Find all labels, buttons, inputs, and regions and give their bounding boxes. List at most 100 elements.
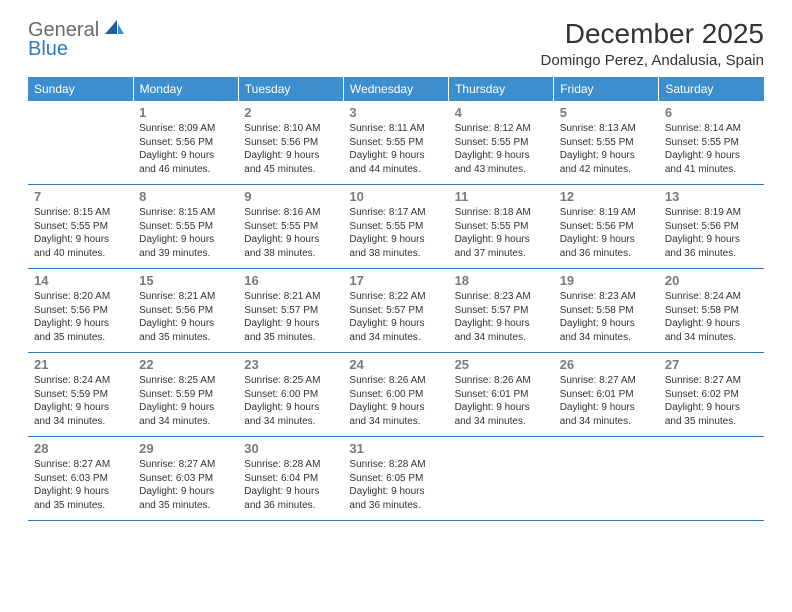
cell-line-d2: and 36 minutes.: [349, 499, 442, 513]
cell-line-d2: and 34 minutes.: [349, 331, 442, 345]
calendar-cell: 2Sunrise: 8:10 AMSunset: 5:56 PMDaylight…: [238, 101, 343, 185]
calendar-week-row: 28Sunrise: 8:27 AMSunset: 6:03 PMDayligh…: [28, 437, 764, 521]
cell-line-d1: Daylight: 9 hours: [455, 317, 548, 331]
cell-line-ss: Sunset: 6:03 PM: [34, 472, 127, 486]
day-number: 8: [139, 189, 232, 204]
cell-line-sr: Sunrise: 8:23 AM: [455, 290, 548, 304]
cell-line-d2: and 34 minutes.: [560, 415, 653, 429]
cell-line-ss: Sunset: 5:55 PM: [34, 220, 127, 234]
cell-line-sr: Sunrise: 8:12 AM: [455, 122, 548, 136]
cell-line-d2: and 42 minutes.: [560, 163, 653, 177]
cell-line-sr: Sunrise: 8:15 AM: [139, 206, 232, 220]
calendar-cell: 15Sunrise: 8:21 AMSunset: 5:56 PMDayligh…: [133, 269, 238, 353]
cell-line-d1: Daylight: 9 hours: [244, 149, 337, 163]
cell-line-ss: Sunset: 6:04 PM: [244, 472, 337, 486]
calendar-cell: 16Sunrise: 8:21 AMSunset: 5:57 PMDayligh…: [238, 269, 343, 353]
cell-line-sr: Sunrise: 8:17 AM: [349, 206, 442, 220]
cell-line-d2: and 35 minutes.: [139, 499, 232, 513]
cell-line-sr: Sunrise: 8:13 AM: [560, 122, 653, 136]
cell-line-ss: Sunset: 5:57 PM: [244, 304, 337, 318]
day-number: 20: [665, 273, 758, 288]
calendar-cell: 7 Sunrise: 8:15 AMSunset: 5:55 PMDaylight…: [28, 185, 133, 269]
cell-line-d1: Daylight: 9 hours: [139, 317, 232, 331]
logo-sail-icon: [103, 18, 125, 43]
calendar-cell: 26Sunrise: 8:27 AMSunset: 6:01 PMDayligh…: [554, 353, 659, 437]
cell-line-ss: Sunset: 5:59 PM: [34, 388, 127, 402]
cell-line-sr: Sunrise: 8:09 AM: [139, 122, 232, 136]
weekday-header: Friday: [554, 77, 659, 101]
cell-line-d2: and 34 minutes.: [34, 415, 127, 429]
calendar-cell: 20Sunrise: 8:24 AMSunset: 5:58 PMDayligh…: [659, 269, 764, 353]
cell-line-sr: Sunrise: 8:25 AM: [139, 374, 232, 388]
calendar-week-row: 21Sunrise: 8:24 AMSunset: 5:59 PMDayligh…: [28, 353, 764, 437]
cell-line-ss: Sunset: 6:01 PM: [455, 388, 548, 402]
cell-line-d2: and 36 minutes.: [244, 499, 337, 513]
header: General December 2025 Domingo Perez, And…: [28, 18, 764, 69]
cell-line-ss: Sunset: 5:59 PM: [139, 388, 232, 402]
cell-line-d2: and 36 minutes.: [560, 247, 653, 261]
cell-line-ss: Sunset: 5:55 PM: [455, 220, 548, 234]
calendar-cell: 17Sunrise: 8:22 AMSunset: 5:57 PMDayligh…: [343, 269, 448, 353]
cell-line-d2: and 35 minutes.: [34, 499, 127, 513]
calendar-cell: 24Sunrise: 8:26 AMSunset: 6:00 PMDayligh…: [343, 353, 448, 437]
cell-line-sr: Sunrise: 8:23 AM: [560, 290, 653, 304]
cell-line-d2: and 34 minutes.: [455, 331, 548, 345]
calendar-cell: 30Sunrise: 8:28 AMSunset: 6:04 PMDayligh…: [238, 437, 343, 521]
day-number: 19: [560, 273, 653, 288]
calendar-cell: 1Sunrise: 8:09 AMSunset: 5:56 PMDaylight…: [133, 101, 238, 185]
cell-line-d2: and 35 minutes.: [244, 331, 337, 345]
cell-line-ss: Sunset: 6:00 PM: [244, 388, 337, 402]
cell-line-d2: and 46 minutes.: [139, 163, 232, 177]
cell-line-ss: Sunset: 5:55 PM: [665, 136, 758, 150]
calendar-cell: 10Sunrise: 8:17 AMSunset: 5:55 PMDayligh…: [343, 185, 448, 269]
weekday-header: Wednesday: [343, 77, 448, 101]
cell-line-ss: Sunset: 5:58 PM: [560, 304, 653, 318]
day-number: 18: [455, 273, 548, 288]
cell-line-d1: Daylight: 9 hours: [139, 233, 232, 247]
cell-line-ss: Sunset: 5:56 PM: [560, 220, 653, 234]
cell-line-ss: Sunset: 5:58 PM: [665, 304, 758, 318]
cell-line-d1: Daylight: 9 hours: [244, 401, 337, 415]
cell-line-ss: Sunset: 6:02 PM: [665, 388, 758, 402]
location-line: Domingo Perez, Andalusia, Spain: [541, 52, 764, 69]
cell-line-d2: and 39 minutes.: [139, 247, 232, 261]
day-number: 11: [455, 189, 548, 204]
cell-line-sr: Sunrise: 8:24 AM: [665, 290, 758, 304]
calendar-cell: 31Sunrise: 8:28 AMSunset: 6:05 PMDayligh…: [343, 437, 448, 521]
cell-line-d1: Daylight: 9 hours: [34, 233, 127, 247]
day-number: 3: [349, 105, 442, 120]
cell-line-d1: Daylight: 9 hours: [455, 233, 548, 247]
calendar-body: 1Sunrise: 8:09 AMSunset: 5:56 PMDaylight…: [28, 101, 764, 521]
day-number: 31: [349, 441, 442, 456]
calendar-head: SundayMondayTuesdayWednesdayThursdayFrid…: [28, 77, 764, 101]
calendar-cell: 19Sunrise: 8:23 AMSunset: 5:58 PMDayligh…: [554, 269, 659, 353]
calendar-cell: 4Sunrise: 8:12 AMSunset: 5:55 PMDaylight…: [449, 101, 554, 185]
day-number: 7: [34, 189, 127, 204]
calendar-page: General December 2025 Domingo Perez, And…: [0, 0, 792, 521]
cell-line-d2: and 38 minutes.: [349, 247, 442, 261]
calendar-cell: 22Sunrise: 8:25 AMSunset: 5:59 PMDayligh…: [133, 353, 238, 437]
calendar-cell: 25Sunrise: 8:26 AMSunset: 6:01 PMDayligh…: [449, 353, 554, 437]
cell-line-d1: Daylight: 9 hours: [139, 485, 232, 499]
cell-line-d1: Daylight: 9 hours: [139, 149, 232, 163]
day-number: 4: [455, 105, 548, 120]
calendar-cell: 6Sunrise: 8:14 AMSunset: 5:55 PMDaylight…: [659, 101, 764, 185]
calendar-cell: [449, 437, 554, 521]
weekday-header: Sunday: [28, 77, 133, 101]
calendar-cell: 21Sunrise: 8:24 AMSunset: 5:59 PMDayligh…: [28, 353, 133, 437]
cell-line-sr: Sunrise: 8:27 AM: [665, 374, 758, 388]
cell-line-ss: Sunset: 5:55 PM: [349, 220, 442, 234]
day-number: 2: [244, 105, 337, 120]
cell-line-ss: Sunset: 6:00 PM: [349, 388, 442, 402]
cell-line-ss: Sunset: 5:55 PM: [244, 220, 337, 234]
cell-line-d1: Daylight: 9 hours: [34, 401, 127, 415]
calendar-cell: 11Sunrise: 8:18 AMSunset: 5:55 PMDayligh…: [449, 185, 554, 269]
cell-line-sr: Sunrise: 8:26 AM: [455, 374, 548, 388]
day-number: 15: [139, 273, 232, 288]
cell-line-sr: Sunrise: 8:27 AM: [560, 374, 653, 388]
cell-line-sr: Sunrise: 8:24 AM: [34, 374, 127, 388]
cell-line-ss: Sunset: 6:05 PM: [349, 472, 442, 486]
cell-line-d1: Daylight: 9 hours: [349, 401, 442, 415]
cell-line-sr: Sunrise: 8:15 AM: [34, 206, 127, 220]
cell-line-sr: Sunrise: 8:16 AM: [244, 206, 337, 220]
